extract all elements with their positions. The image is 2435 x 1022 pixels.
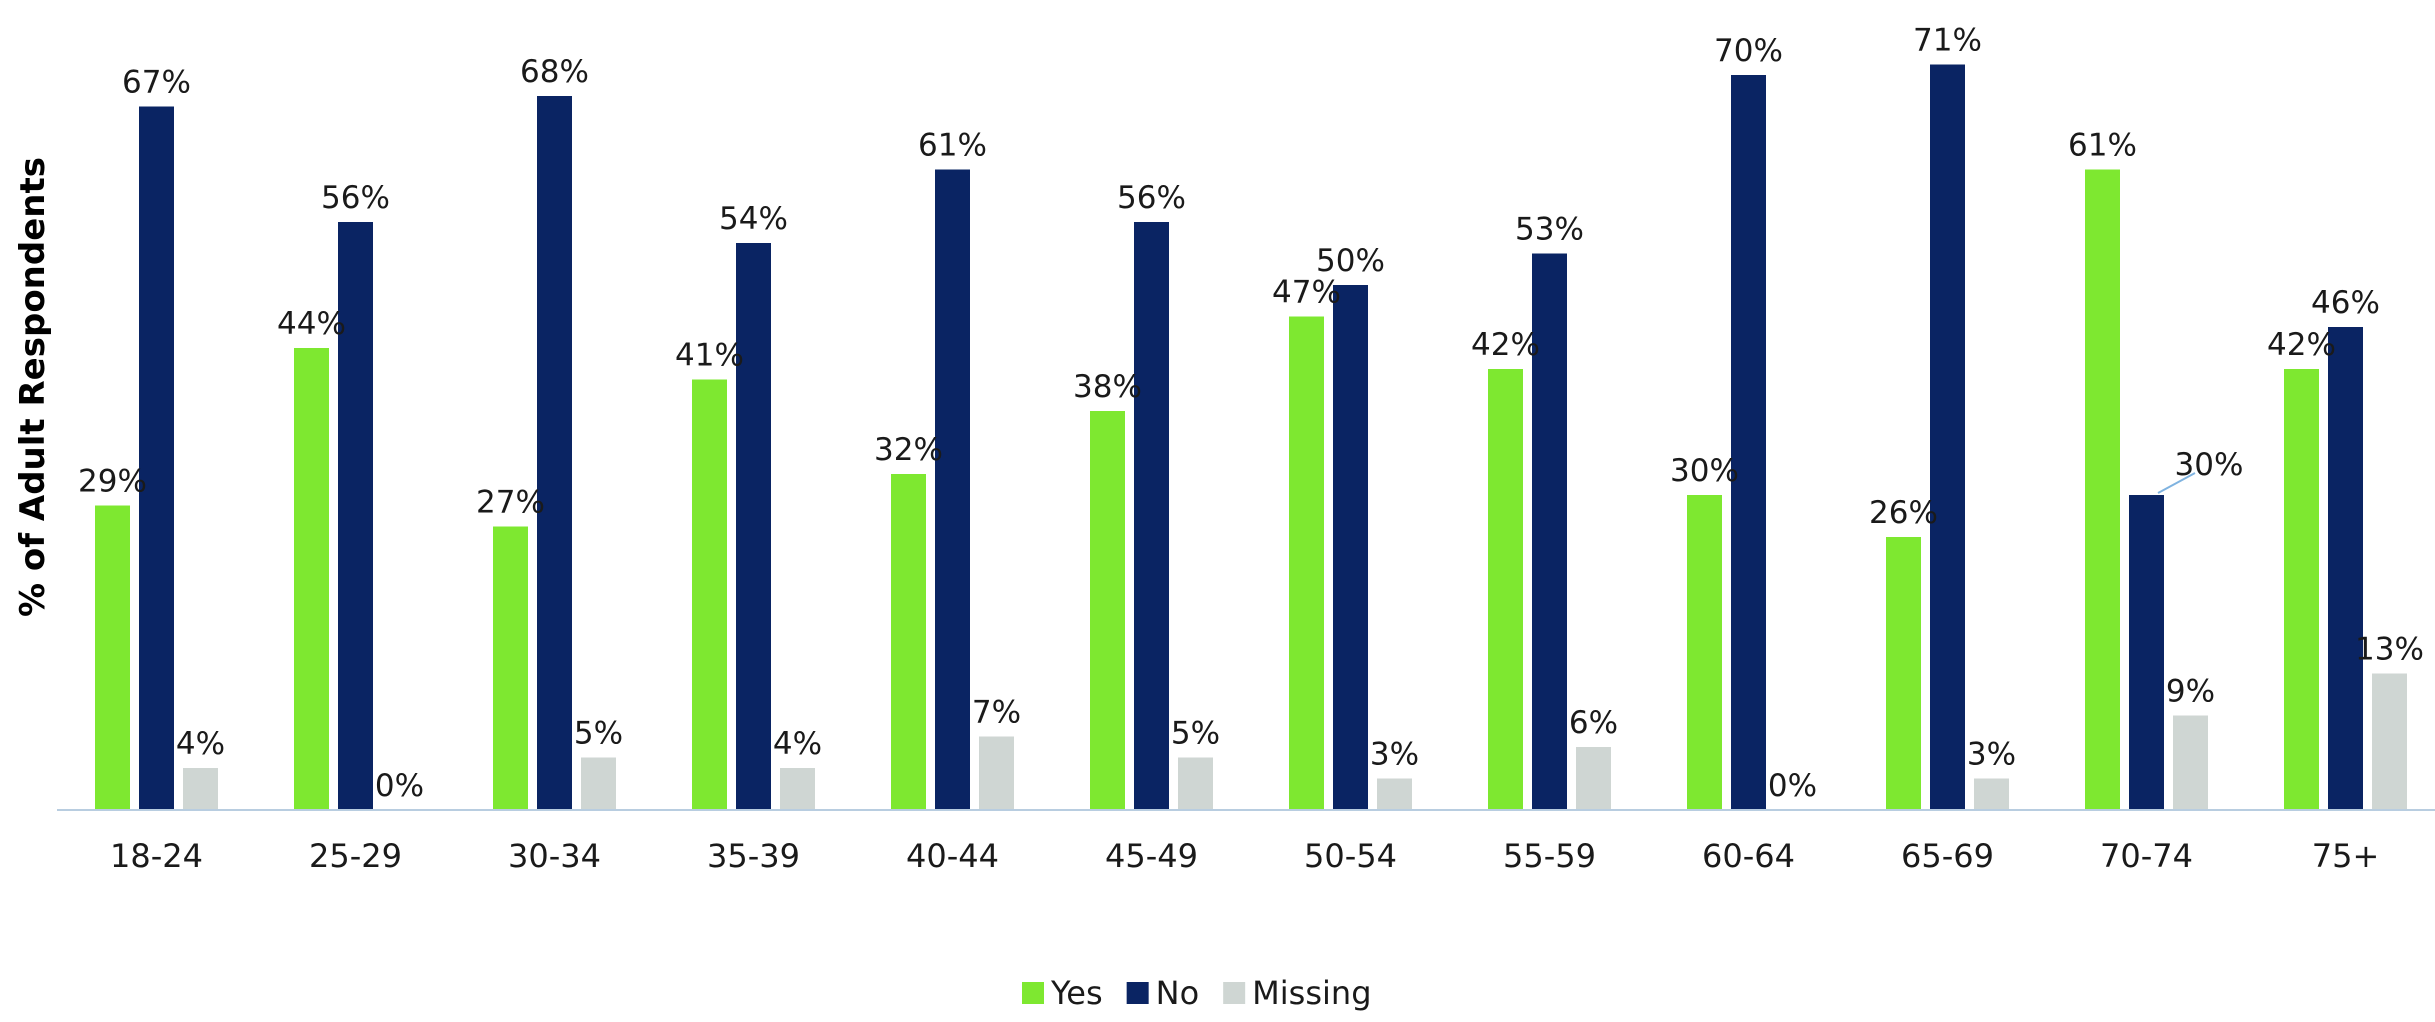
bar-yes-50-54 — [1289, 316, 1324, 810]
bar-missing-18-24 — [183, 768, 218, 810]
data-label: 4% — [176, 726, 225, 762]
data-label: 44% — [277, 306, 346, 342]
data-label: 13% — [2355, 632, 2424, 668]
bar-yes-70-74 — [2085, 169, 2120, 810]
x-tick-label: 50-54 — [1304, 837, 1397, 875]
bar-missing-75+ — [2372, 673, 2407, 810]
data-label: 7% — [972, 695, 1021, 731]
data-label: 0% — [1768, 768, 1817, 804]
legend-label-no: No — [1156, 974, 1200, 1012]
data-label: 67% — [122, 65, 191, 101]
bar-missing-50-54 — [1377, 778, 1412, 810]
bar-missing-30-34 — [581, 757, 616, 810]
data-label: 30% — [2175, 447, 2244, 483]
data-label: 38% — [1073, 369, 1142, 405]
bar-yes-65-69 — [1886, 537, 1921, 810]
bar-yes-30-34 — [493, 526, 528, 810]
data-label: 61% — [2068, 128, 2137, 164]
data-label: 50% — [1316, 243, 1385, 279]
data-label: 30% — [1670, 453, 1739, 489]
x-tick-label: 65-69 — [1901, 837, 1994, 875]
data-label: 61% — [918, 128, 987, 164]
data-label: 42% — [2267, 327, 2336, 363]
y-axis-label: % of Adult Respondents — [13, 157, 53, 617]
x-tick-label: 60-64 — [1702, 837, 1795, 875]
legend-label-yes: Yes — [1050, 974, 1103, 1012]
bar-yes-25-29 — [294, 348, 329, 810]
x-tick-label: 40-44 — [906, 837, 999, 875]
bar-no-30-34 — [537, 96, 572, 810]
bar-no-60-64 — [1731, 75, 1766, 810]
x-tick-label: 55-59 — [1503, 837, 1596, 875]
bar-missing-65-69 — [1974, 778, 2009, 810]
data-label: 46% — [2311, 285, 2380, 321]
data-label: 68% — [520, 54, 589, 90]
data-label: 27% — [476, 485, 545, 521]
data-label: 29% — [78, 464, 147, 500]
x-tick-label: 45-49 — [1105, 837, 1198, 875]
bar-no-75+ — [2328, 327, 2363, 810]
bar-missing-40-44 — [979, 736, 1014, 810]
data-label: 53% — [1515, 212, 1584, 248]
bar-missing-45-49 — [1178, 757, 1213, 810]
legend-swatch-missing — [1223, 982, 1246, 1004]
bar-yes-45-49 — [1090, 411, 1125, 810]
data-label: 32% — [874, 432, 943, 468]
legend: Yes No Missing — [1022, 974, 1372, 1012]
bar-yes-18-24 — [95, 505, 130, 810]
data-label: 3% — [1967, 737, 2016, 773]
bar-yes-60-64 — [1687, 495, 1722, 810]
data-label: 9% — [2166, 674, 2215, 710]
data-label: 42% — [1471, 327, 1540, 363]
bar-no-35-39 — [736, 243, 771, 810]
bar-no-55-59 — [1532, 253, 1567, 810]
data-label: 5% — [574, 716, 623, 752]
data-label: 71% — [1913, 23, 1982, 59]
bar-missing-55-59 — [1576, 747, 1611, 810]
legend-swatch-yes — [1022, 982, 1044, 1004]
data-label: 26% — [1869, 495, 1938, 531]
bar-no-65-69 — [1930, 64, 1965, 810]
x-tick-label: 30-34 — [508, 837, 601, 875]
x-tick-label: 70-74 — [2100, 837, 2193, 875]
bar-no-40-44 — [935, 169, 970, 810]
bar-no-70-74 — [2129, 495, 2164, 810]
data-label: 70% — [1714, 33, 1783, 69]
data-label-leader-line — [2157, 472, 2196, 494]
data-label: 0% — [375, 768, 424, 804]
x-tick-label: 75+ — [2312, 837, 2380, 875]
legend-label-missing: Missing — [1252, 974, 1371, 1012]
bar-no-18-24 — [139, 106, 174, 810]
data-label: 6% — [1569, 705, 1618, 741]
data-label: 56% — [321, 180, 390, 216]
bar-yes-35-39 — [692, 379, 727, 810]
data-label: 54% — [719, 201, 788, 237]
data-label: 3% — [1370, 737, 1419, 773]
data-label: 5% — [1171, 716, 1220, 752]
x-tick-label: 25-29 — [309, 837, 402, 875]
data-label: 41% — [675, 338, 744, 374]
x-tick-label: 18-24 — [110, 837, 203, 875]
data-label: 47% — [1272, 275, 1341, 311]
bar-missing-35-39 — [780, 768, 815, 810]
bar-missing-70-74 — [2173, 715, 2208, 810]
bar-no-45-49 — [1134, 222, 1169, 810]
legend-swatch-no — [1126, 982, 1149, 1004]
bar-yes-40-44 — [891, 474, 926, 810]
data-label: 56% — [1117, 180, 1186, 216]
bar-no-50-54 — [1333, 285, 1368, 810]
bar-no-25-29 — [338, 222, 373, 810]
x-tick-label: 35-39 — [707, 837, 800, 875]
data-label: 4% — [773, 726, 822, 762]
bar-yes-75+ — [2284, 369, 2319, 810]
bar-yes-55-59 — [1488, 369, 1523, 810]
